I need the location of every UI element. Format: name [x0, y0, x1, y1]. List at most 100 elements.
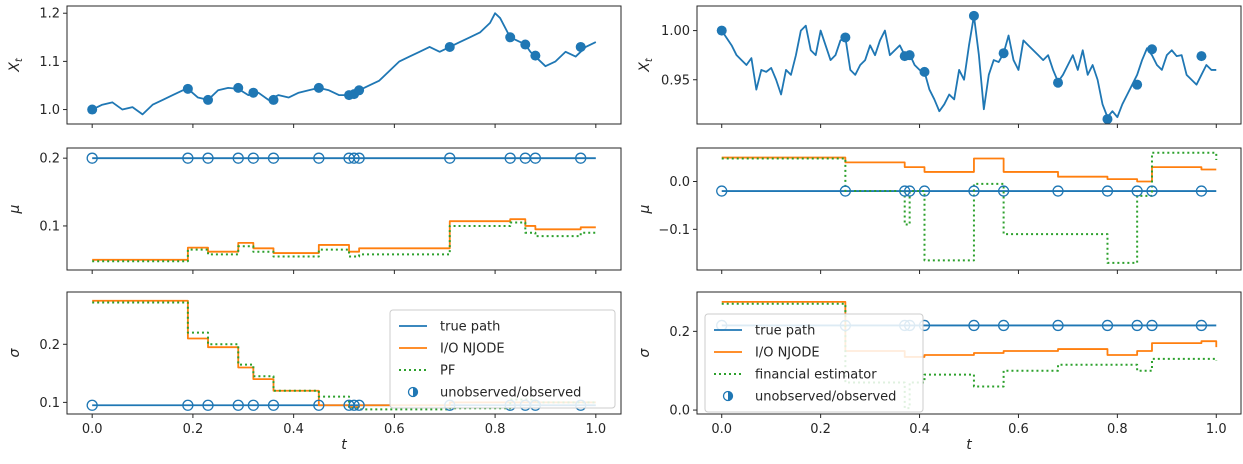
- observation-marker: [1101, 319, 1114, 332]
- legend-box: [704, 313, 924, 413]
- series-njode-line: [92, 218, 596, 261]
- legend-entry-label: I/O NJODE: [440, 342, 505, 357]
- observation-marker: [86, 399, 98, 411]
- y-axis-label: Xt: [637, 57, 655, 73]
- legend-marker-half: [413, 387, 418, 397]
- axes-frame: [696, 5, 1242, 125]
- observed-point: [520, 39, 531, 50]
- y-tick-label: 0.2: [39, 338, 60, 353]
- x-tick-label: 0.2: [183, 422, 204, 437]
- plot-area: [716, 10, 1217, 124]
- y-tick-label: 1.2: [39, 7, 60, 22]
- observation-marker: [247, 152, 259, 164]
- observation-marker: [968, 185, 980, 197]
- observation-marker: [313, 399, 325, 411]
- axes-frame: [66, 147, 622, 271]
- panel-right-bottom: 0.0 0.2 0.0 0.2 0.4 0.6 0.8 1.0 σ t true path I/O N…: [637, 291, 1242, 453]
- x-tick-label: 1.0: [1206, 422, 1227, 437]
- observation-marker: [1131, 319, 1143, 332]
- y-tick-label: 1.0: [39, 103, 60, 118]
- observation-marker: [839, 185, 852, 197]
- observation-marker: [232, 399, 244, 411]
- y-tick-label: 0.0: [669, 175, 690, 190]
- observed-point: [248, 87, 259, 98]
- x-axis-label: t: [341, 437, 347, 453]
- legend-entry-label: true path: [440, 320, 500, 335]
- observed-point: [575, 41, 586, 52]
- observation-marker: [997, 185, 1010, 197]
- observation-marker: [353, 399, 365, 411]
- x-tick-label: 0.8: [1107, 422, 1128, 437]
- observed-point: [268, 94, 279, 105]
- x-tick-label: 0.6: [1008, 422, 1029, 437]
- observed-point: [1053, 77, 1064, 88]
- panel-left-top: 1.0 1.1 1.2 Xt: [7, 5, 622, 128]
- observation-marker: [1101, 185, 1114, 197]
- x-tick-label: 1.0: [585, 422, 606, 437]
- y-tick-label: 0.1: [39, 396, 60, 411]
- y-axis-label: σ: [637, 347, 653, 357]
- observation-marker: [202, 152, 214, 164]
- observation-marker: [1052, 319, 1064, 332]
- observed-point: [1146, 44, 1157, 55]
- y-tick-label: 0.2: [669, 325, 690, 340]
- observation-marker: [904, 185, 916, 197]
- axes-frame: [696, 147, 1242, 271]
- observation-marker: [202, 399, 214, 411]
- observed-point: [840, 32, 851, 43]
- x-tick-label: 0.8: [485, 422, 506, 437]
- observation-marker: [86, 152, 98, 164]
- observed-point: [998, 48, 1009, 59]
- observation-marker: [716, 185, 728, 197]
- observation-marker: [182, 399, 194, 411]
- y-axis-label: μ: [637, 204, 653, 214]
- observed-point: [716, 25, 727, 36]
- observation-marker: [267, 399, 280, 411]
- panel-right-middle: −0.1 0.0 μ: [637, 147, 1242, 274]
- x-axis-label: t: [966, 437, 972, 453]
- observed-point: [904, 50, 915, 61]
- observation-marker: [1195, 319, 1208, 332]
- panel-left-middle: 0.1 0.2 μ: [7, 147, 622, 274]
- series-estimator-line: [721, 302, 1218, 410]
- observation-marker: [997, 319, 1010, 332]
- legend: true path I/O NJODE financial estimator uno…: [704, 313, 924, 413]
- y-tick-label: 0.95: [661, 73, 690, 88]
- observed-point: [87, 104, 98, 115]
- observation-marker: [267, 152, 280, 164]
- observation-marker: [968, 319, 980, 332]
- plot-area: [86, 152, 596, 263]
- observation-marker: [348, 152, 360, 164]
- legend-entry-label: true path: [755, 324, 815, 339]
- observed-point: [233, 82, 244, 93]
- y-tick-label: 1.00: [661, 24, 690, 39]
- observed-point: [530, 50, 541, 61]
- observation-marker: [918, 185, 931, 197]
- axes-frame: [66, 5, 622, 125]
- observation-marker: [899, 185, 911, 197]
- observation-marker: [182, 152, 194, 164]
- x-tick-label: 0.0: [82, 422, 103, 437]
- axes-frame: [696, 291, 1242, 415]
- legend-entry-label: unobserved/observed: [755, 390, 896, 405]
- axes-frame: [66, 291, 622, 415]
- series-estimator-line: [92, 301, 596, 411]
- legend-box: [389, 309, 616, 409]
- observed-point: [182, 83, 193, 94]
- plot-area: [716, 151, 1218, 264]
- observed-point: [1132, 79, 1143, 90]
- legend-entry-label: unobserved/observed: [440, 386, 581, 401]
- y-tick-label: 0.2: [39, 152, 60, 167]
- x-tick-label: 0.6: [384, 422, 405, 437]
- y-tick-label: 1.1: [39, 55, 60, 70]
- legend: true path I/O NJODE PF unobserved/observed: [389, 309, 616, 409]
- observation-marker: [353, 152, 365, 164]
- observed-point: [354, 85, 365, 96]
- observation-marker: [1052, 185, 1064, 197]
- observation-marker: [247, 399, 259, 411]
- plot-area: [87, 12, 597, 116]
- observation-marker: [348, 399, 360, 411]
- series-estimator-line: [721, 151, 1218, 264]
- observation-marker: [504, 152, 516, 164]
